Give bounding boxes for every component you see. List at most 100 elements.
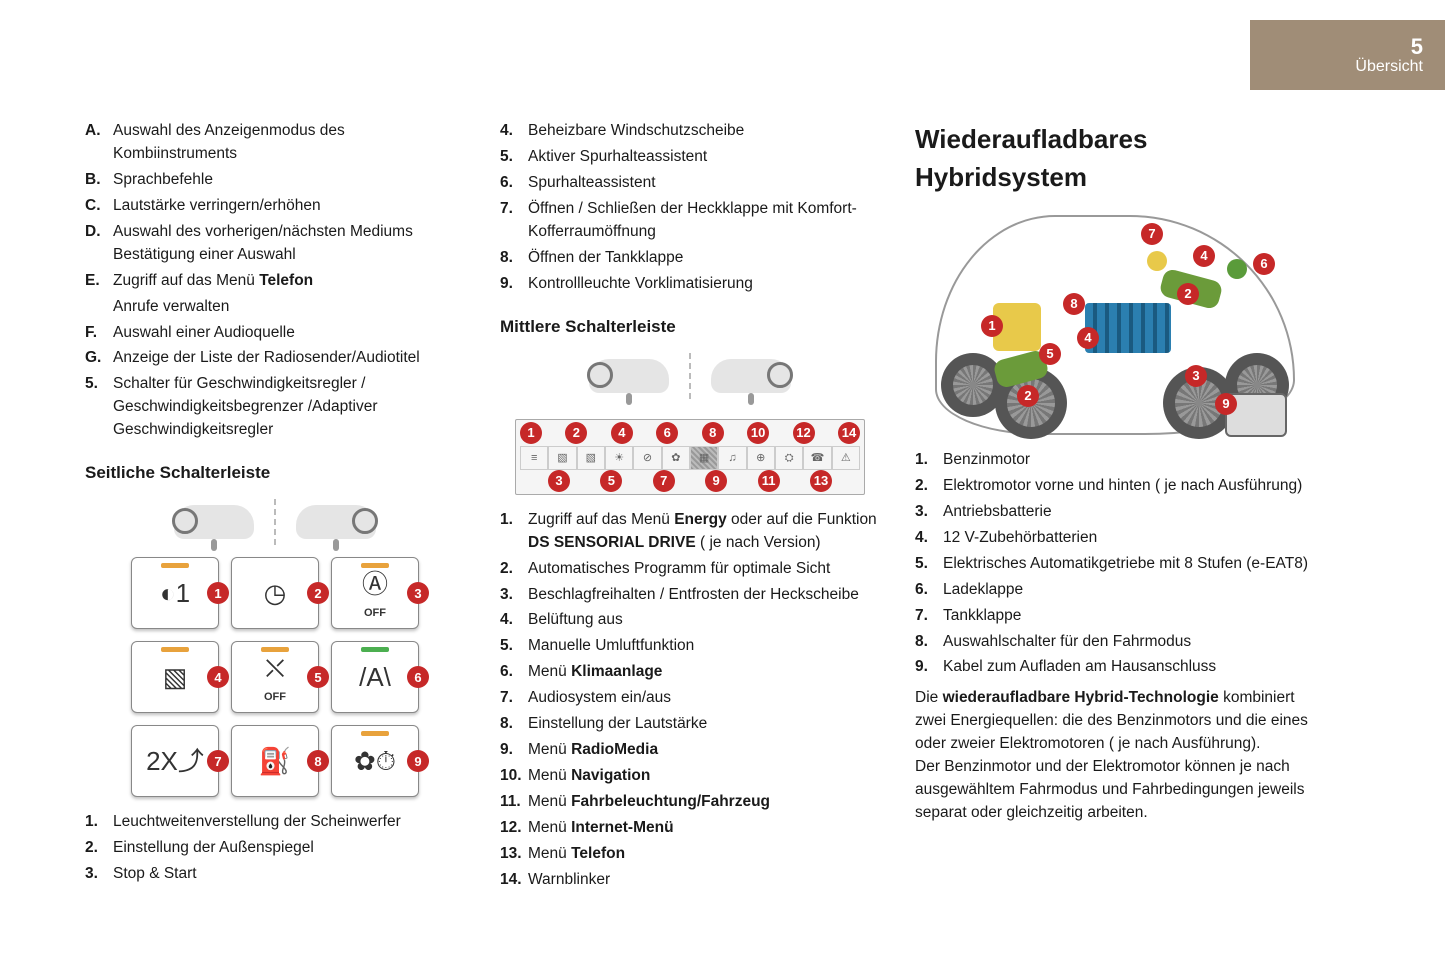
list-item: 5.Elektrisches Automatikgetriebe mit 8 S… <box>915 553 1315 576</box>
list-text: Öffnen / Schließen der Heckklappe mit Ko… <box>528 198 880 244</box>
number-badge: 8 <box>307 750 329 772</box>
list-item: 6.Menü Klimaanlage <box>500 661 880 684</box>
switch-icon: /A\ <box>359 658 391 696</box>
number-badge: 7 <box>1141 223 1163 245</box>
list-marker: 2. <box>85 837 113 860</box>
switch-icon: ◐1 <box>160 574 190 612</box>
list-item: 5.Manuelle Umluftfunktion <box>500 635 880 658</box>
number-badge: 6 <box>656 422 678 444</box>
divider-icon <box>689 353 691 399</box>
list-marker: 12. <box>500 817 528 840</box>
list-text: Beschlagfreihalten / Entfrosten der Heck… <box>528 584 880 607</box>
number-badge: 5 <box>307 666 329 688</box>
list-marker: 10. <box>500 765 528 788</box>
panel-cell-icon: ▧ <box>577 446 605 470</box>
steering-left-icon <box>174 505 254 539</box>
divider-icon <box>274 499 276 545</box>
list-marker: 8. <box>500 713 528 736</box>
side-switch-figure: ◐11◷2ⒶOFF3▧4⛌OFF5/A\62X⤴7⛽8✿⏱9 <box>85 499 465 797</box>
list-text: Tankklappe <box>943 605 1315 628</box>
list-marker: 7. <box>500 687 528 710</box>
switch-button: ◐11 <box>131 557 219 629</box>
section-name: Übersicht <box>1250 58 1423 76</box>
switch-icon: 2X⤴ <box>146 742 204 780</box>
number-badge: 9 <box>705 470 727 492</box>
center-panel: 12468101214 ≡▧▧☀⊘✿▦♫⊕⛭☎⚠ 35791113 <box>515 419 865 495</box>
led-icon <box>261 647 289 652</box>
switch-button: ▧4 <box>131 641 219 713</box>
list-marker: 2. <box>915 475 943 498</box>
list-text: Einstellung der Lautstärke <box>528 713 880 736</box>
list-item: 1.Zugriff auf das Menü Energy oder auf d… <box>500 509 880 555</box>
list-marker: B. <box>85 169 113 192</box>
list-item: 9.Kabel zum Aufladen am Hausanschluss <box>915 656 1315 679</box>
side-switch-list: 1.Leuchtweitenverstellung der Scheinwerf… <box>85 811 465 886</box>
switch-button: ⛌OFF5 <box>231 641 319 713</box>
list-marker: E. <box>85 270 113 293</box>
list-marker: 8. <box>500 247 528 270</box>
list-marker: 2. <box>500 558 528 581</box>
list-marker: D. <box>85 221 113 267</box>
switch-label: OFF <box>364 605 386 621</box>
list-text: Zugriff auf das Menü Telefon <box>113 270 465 293</box>
list-item: 1.Benzinmotor <box>915 449 1315 472</box>
list-text: Manuelle Umluftfunktion <box>528 635 880 658</box>
list-text: Einstellung der Außenspiegel <box>113 837 465 860</box>
panel-cell-icon: ☀ <box>605 446 633 470</box>
list-text: Elektromotor vorne und hinten ( je nach … <box>943 475 1315 498</box>
list-marker: 5. <box>85 373 113 442</box>
list-text: Belüftung aus <box>528 609 880 632</box>
switch-button: 2X⤴7 <box>131 725 219 797</box>
list-marker: 8. <box>915 631 943 654</box>
switch-icon: ◷ <box>264 574 287 612</box>
list-text: Audiosystem ein/aus <box>528 687 880 710</box>
list-item: 12.Menü Internet-Menü <box>500 817 880 840</box>
list-text: Ladeklappe <box>943 579 1315 602</box>
list-item: 13.Menü Telefon <box>500 843 880 866</box>
page-number: 5 <box>1250 34 1423 60</box>
number-badge: 5 <box>600 470 622 492</box>
list-item: 4.Belüftung aus <box>500 609 880 632</box>
list-marker: 1. <box>85 811 113 834</box>
middle-switch-list: 1.Zugriff auf das Menü Energy oder auf d… <box>500 509 880 892</box>
number-badge: 2 <box>565 422 587 444</box>
aux-battery-icon <box>1147 251 1167 271</box>
list-marker: 3. <box>500 584 528 607</box>
list-item: 6.Ladeklappe <box>915 579 1315 602</box>
list-item: 1.Leuchtweitenverstellung der Scheinwerf… <box>85 811 465 834</box>
list-marker: G. <box>85 347 113 370</box>
switch-button: ◷2 <box>231 557 319 629</box>
list-marker: 3. <box>85 863 113 886</box>
number-badge: 1 <box>520 422 542 444</box>
list-item: 9.Menü RadioMedia <box>500 739 880 762</box>
number-badge: 5 <box>1039 343 1061 365</box>
list-item: A.Auswahl des Anzeigenmodus des Kombiins… <box>85 120 465 166</box>
list-item: 3.Stop & Start <box>85 863 465 886</box>
list-text: Aktiver Spurhalteassistent <box>528 146 880 169</box>
list-text: Menü Internet-Menü <box>528 817 880 840</box>
number-badge: 3 <box>548 470 570 492</box>
number-badge: 9 <box>1215 393 1237 415</box>
list-text: Menü Telefon <box>528 843 880 866</box>
number-badge: 1 <box>207 582 229 604</box>
list-item: 7.Audiosystem ein/aus <box>500 687 880 710</box>
heading-side-switches: Seitliche Schalterleiste <box>85 460 465 485</box>
list-item: 4.12 V-Zubehörbatterien <box>915 527 1315 550</box>
panel-cell-icon: ⊘ <box>633 446 661 470</box>
list-item: 6.Spurhalteassistent <box>500 172 880 195</box>
list-item: 4.Beheizbare Windschutzscheibe <box>500 120 880 143</box>
list-item: C.Lautstärke verringern/erhöhen <box>85 195 465 218</box>
panel-cell-icon: ⚠ <box>832 446 860 470</box>
charge-port-icon <box>1227 259 1247 279</box>
list-marker: 1. <box>500 509 528 555</box>
number-badge: 2 <box>307 582 329 604</box>
led-icon <box>361 647 389 652</box>
list-item: 2.Elektromotor vorne und hinten ( je nac… <box>915 475 1315 498</box>
list-text: Auswahl des Anzeigenmodus des Kombiinstr… <box>113 120 465 166</box>
switch-icon: ⛌ <box>265 649 284 687</box>
list-item: G.Anzeige der Liste der Radiosender/Audi… <box>85 347 465 370</box>
list-marker: 4. <box>500 609 528 632</box>
panel-cell-icon: ≡ <box>520 446 548 470</box>
steering-right-icon <box>711 359 791 393</box>
list-marker: 13. <box>500 843 528 866</box>
